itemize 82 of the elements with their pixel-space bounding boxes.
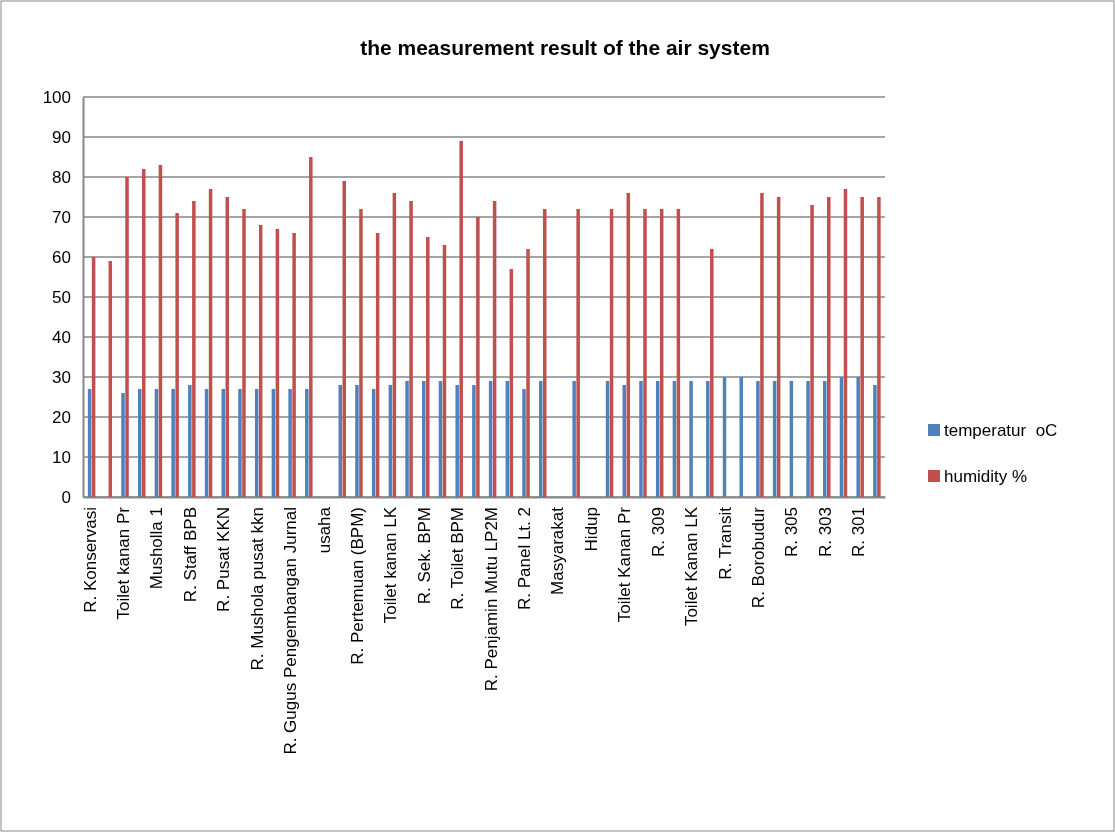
bar [238,389,242,497]
bar [121,393,125,497]
x-tick-label: R. Penjamin Mutu LP2M [481,507,501,692]
bar [426,237,430,497]
y-tick-label: 100 [42,87,71,107]
bar [710,249,714,497]
legend-label: temperatur oC [944,421,1058,440]
bar [827,197,831,497]
x-tick-label: R. Pusat KKN [214,507,234,612]
bar [409,201,413,497]
x-tick-label: Hidup [581,507,601,552]
y-tick-label: 0 [61,487,71,507]
x-tick-label: Toilet kanan Pr [114,506,134,620]
bar [405,381,409,497]
bar [288,389,292,497]
bar [359,209,363,497]
bar [643,209,647,497]
bar [689,381,693,497]
chart-title: the measurement result of the air system [360,36,770,59]
bar [823,381,827,497]
x-tick-label: R. 301 [849,507,869,558]
y-tick-label: 50 [52,287,71,307]
bar [806,381,810,497]
x-tick-label: R. Staff BPB [180,507,200,603]
bar [305,389,309,497]
x-tick-label: usaha [314,506,334,554]
bar [476,217,480,497]
bar [338,385,342,497]
x-tick-label: R. Toilet BPM [448,507,468,610]
x-tick-label: R. Sek. BPM [414,507,434,605]
bar [856,377,860,497]
bar [422,381,426,497]
bar [756,381,760,497]
bar [572,381,576,497]
x-tick-label: Musholla 1 [147,507,167,590]
bar [175,213,179,497]
x-tick-label: R. 303 [815,507,835,558]
x-tick-label: R. Panel Lt. 2 [515,507,535,611]
y-tick-label: 90 [52,127,71,147]
bar [639,381,643,497]
bar [576,209,580,497]
x-tick-label: R. Konservasi [80,507,100,613]
bar [342,181,346,497]
x-tick-label: R. Mushola pusat kkn [247,507,267,671]
bar [877,197,881,497]
bar [526,249,530,497]
bar [355,385,359,497]
bar [873,385,877,497]
y-tick-label: 70 [52,207,71,227]
bar [309,157,313,497]
bar [242,209,246,497]
bar [810,205,814,497]
bar [860,197,864,497]
y-tick-label: 80 [52,167,71,187]
bar [192,201,196,497]
x-tick-label: R. Borobudur [748,506,768,609]
x-tick-label: R. Pertemuan (BPM) [347,507,367,665]
bar [706,381,710,497]
y-tick-label: 40 [52,327,71,347]
x-tick-label: R. Transit [715,506,735,580]
bar [522,389,526,497]
bar [125,177,129,497]
bar [171,389,175,497]
bar [459,141,463,497]
y-tick-label: 10 [52,447,71,467]
x-tick-label: Toilet kanan LK [381,506,401,624]
y-tick-label: 60 [52,247,71,267]
bar [188,385,192,497]
bar [455,385,459,497]
y-tick-label: 30 [52,367,71,387]
x-tick-label: R. 305 [782,507,802,558]
x-tick-label: R. 309 [648,507,668,558]
bar [739,377,743,497]
x-tick-label: Masyarakat [548,506,568,595]
x-tick-label: R. Gugus Pengembangan Jurnal [281,507,301,755]
y-tick-label: 20 [52,407,71,427]
bar [472,385,476,497]
x-tick-label: Toilet Kanan LK [682,506,702,627]
legend-label: humidity % [944,467,1028,486]
bar [760,193,764,497]
bar [292,233,296,497]
x-tick-label: Toilet Kanan Pr [615,506,635,623]
